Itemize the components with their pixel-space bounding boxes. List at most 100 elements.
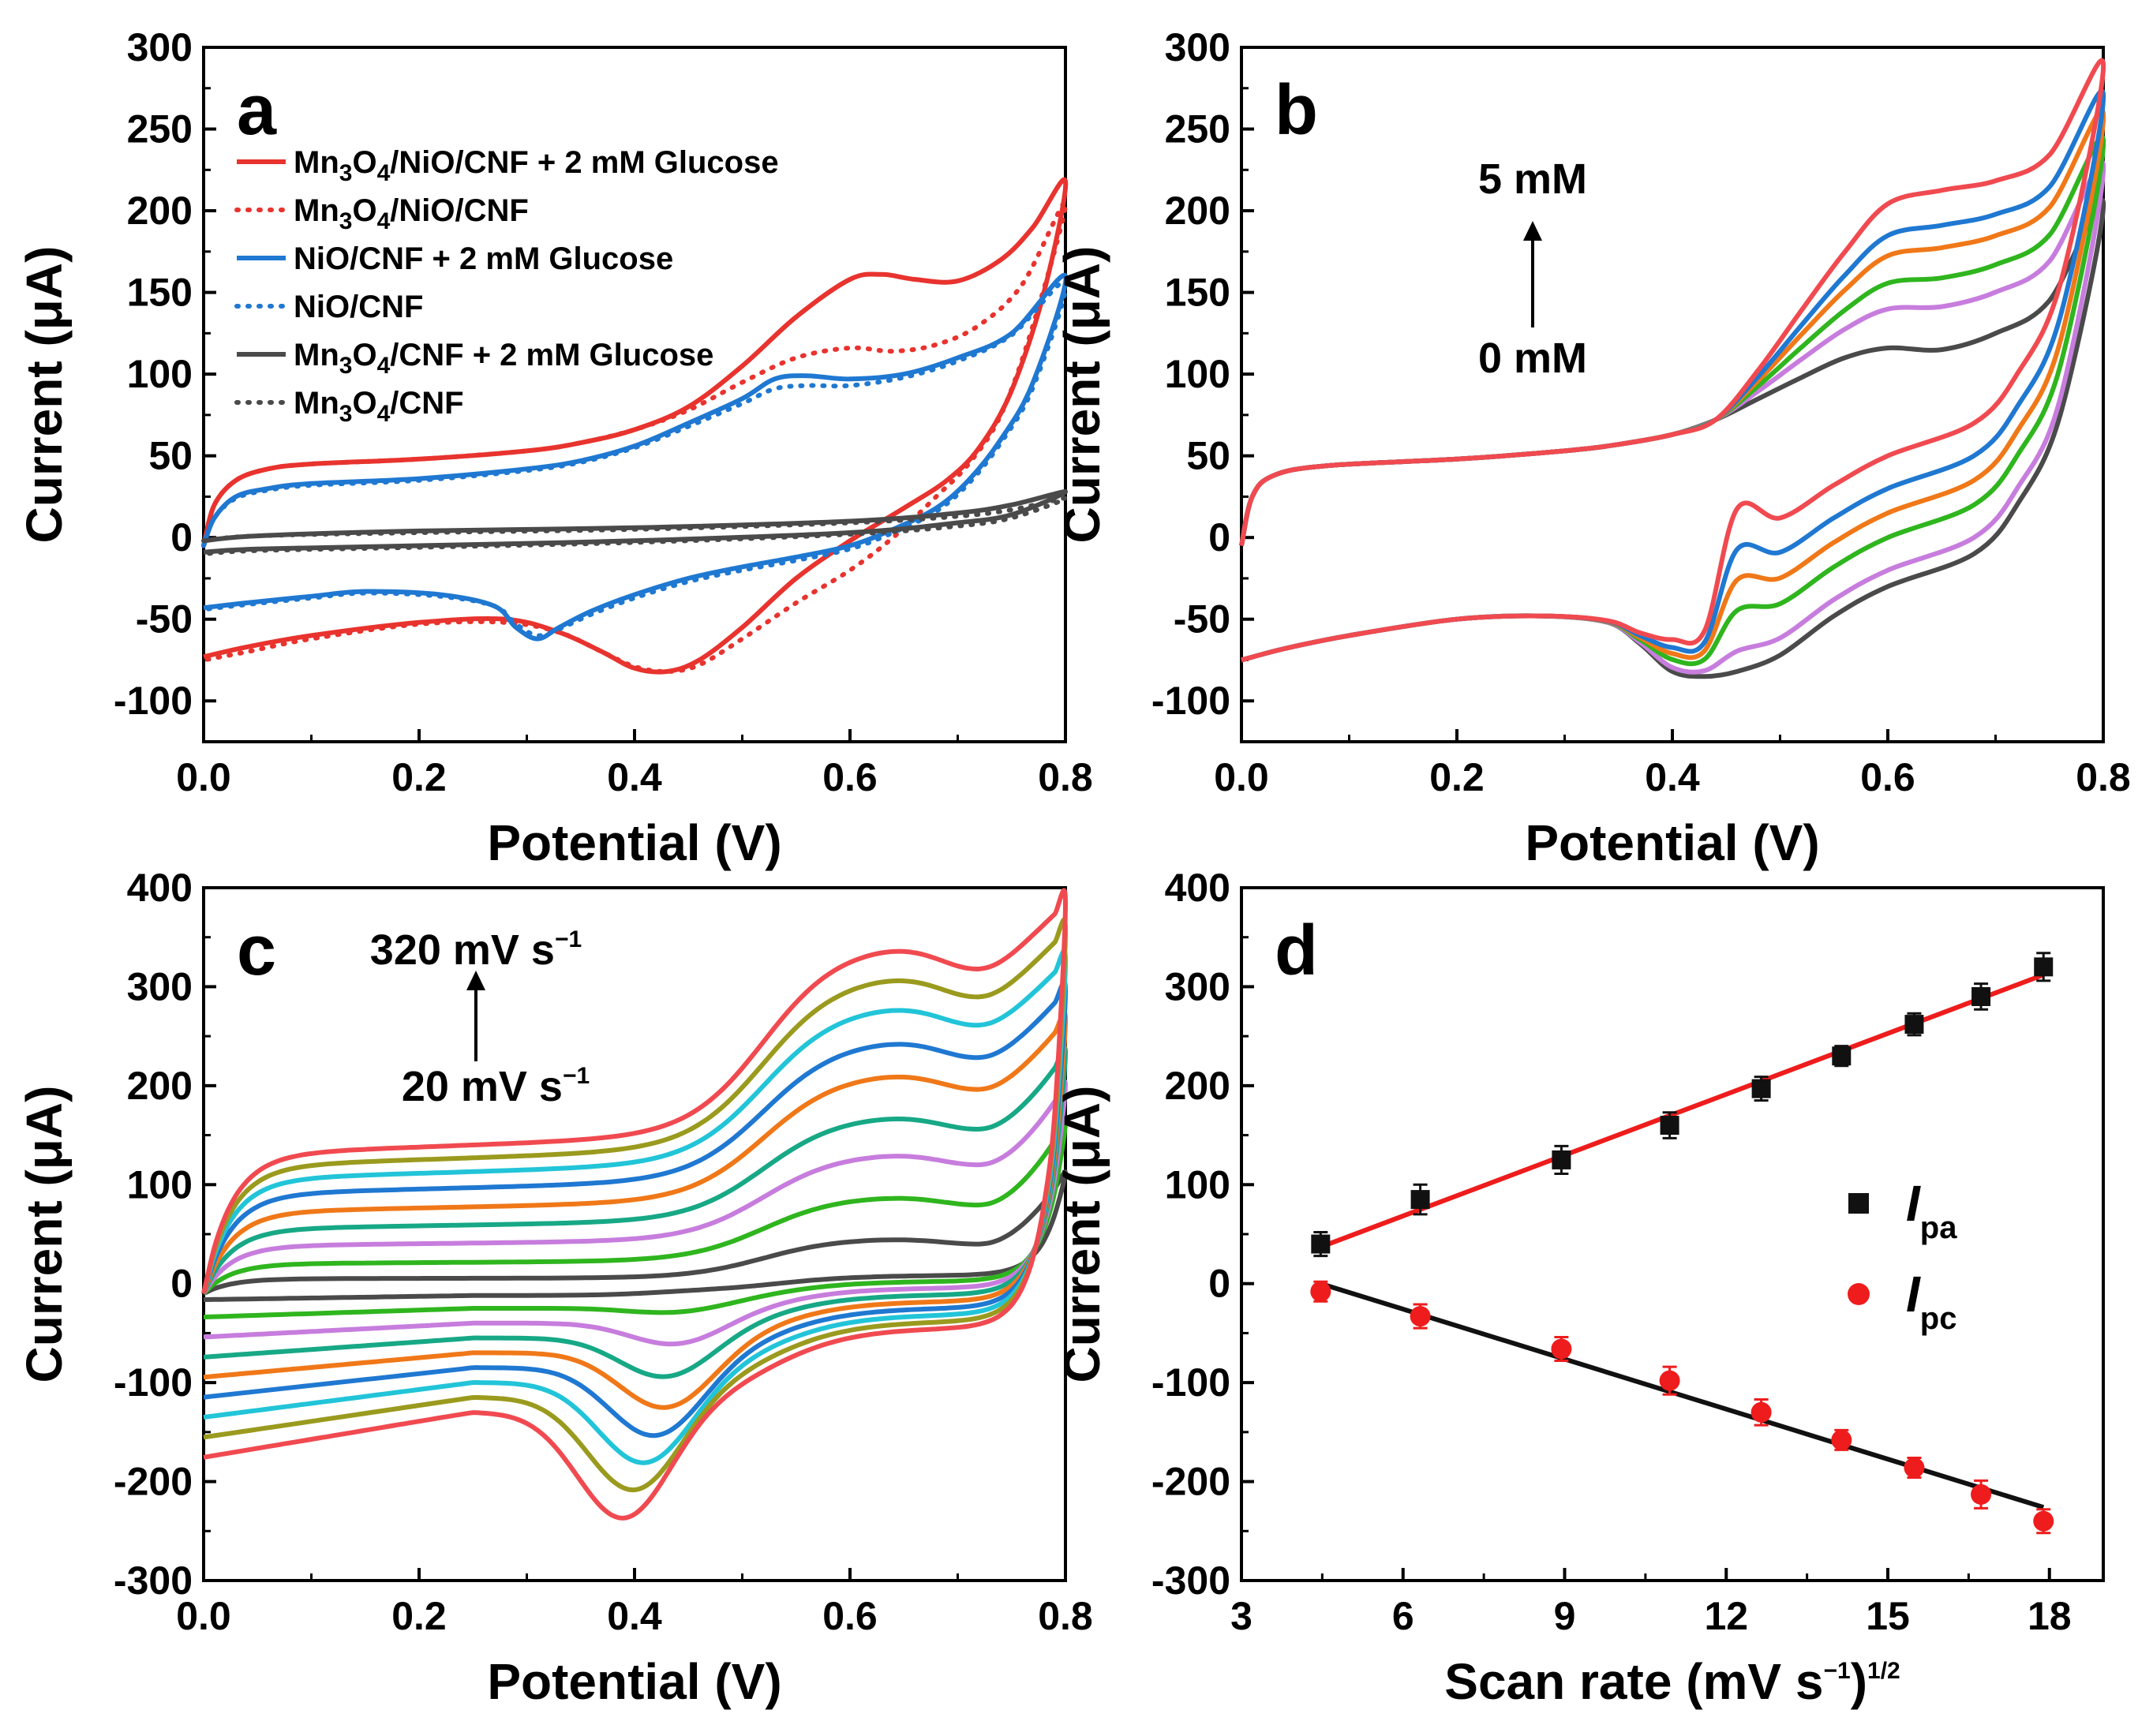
y-tick-label-b: 300 <box>1165 25 1230 69</box>
x-tick-label-d: 15 <box>1866 1594 1910 1638</box>
legend-label-a-1: Mn3O4/NiO/CNF <box>294 193 529 234</box>
y-tick-label-b: 100 <box>1165 352 1230 396</box>
series-line-c-1 <box>201 1118 1068 1319</box>
series-line-b-5 <box>1239 58 2106 663</box>
data-point-d-1 <box>1750 1401 1772 1423</box>
x-tick-label-c: 0.4 <box>607 1594 662 1638</box>
x-tick-label-b: 0.2 <box>1429 755 1485 799</box>
y-tick-label-b: 250 <box>1165 107 1230 152</box>
legend-label-a-4: Mn3O4/CNF + 2 mM Glucose <box>294 338 713 379</box>
data-point-d-1 <box>1410 1306 1431 1327</box>
y-tick-label-c: 0 <box>170 1262 193 1306</box>
y-tick-label-a: -100 <box>114 679 193 723</box>
y-tick-label-c: 100 <box>127 1162 193 1207</box>
y-tick-label-a: 150 <box>127 271 193 315</box>
x-axis-title-b: Potential (V) <box>1525 814 1819 871</box>
annotation-top-b: 5 mM <box>1478 155 1587 203</box>
x-tick-label-d: 3 <box>1230 1594 1252 1638</box>
series-line-a-1 <box>201 200 1069 675</box>
series-line-b-1 <box>1239 159 2106 675</box>
y-tick-label-d: -300 <box>1151 1558 1230 1603</box>
y-tick-label-a: 100 <box>127 352 193 396</box>
plot-frame-c <box>202 886 1067 1582</box>
panel-label-c: c <box>237 911 276 990</box>
data-point-d-0 <box>1410 1190 1430 1210</box>
series-group-b <box>1239 58 2106 679</box>
legend-label-d-0: Ipa <box>1906 1175 1957 1245</box>
data-point-d-1 <box>1971 1483 1992 1505</box>
data-point-d-1 <box>1551 1338 1572 1360</box>
data-point-d-0 <box>1660 1116 1679 1136</box>
y-tick-label-d: 400 <box>1165 866 1230 910</box>
y-tick-label-a: 200 <box>127 189 193 233</box>
legend-label-d-1: Ipc <box>1906 1266 1956 1336</box>
y-tick-label-a: 250 <box>127 107 193 152</box>
y-tick-label-c: -200 <box>114 1460 193 1504</box>
y-tick-label-b: -50 <box>1174 597 1230 642</box>
x-tick-label-d: 9 <box>1554 1594 1576 1638</box>
data-point-d-0 <box>1751 1079 1771 1098</box>
x-axis-title-c: Potential (V) <box>487 1653 781 1710</box>
x-tick-label-b: 0.8 <box>2076 755 2131 799</box>
series-line-c-6 <box>201 948 1068 1465</box>
data-point-d-0 <box>1832 1046 1852 1066</box>
x-tick-label-b: 0.0 <box>1214 755 1269 799</box>
series-line-c-7 <box>201 917 1068 1493</box>
y-tick-label-a: 50 <box>148 434 193 478</box>
data-point-d-0 <box>1311 1234 1331 1254</box>
y-tick-label-b: 0 <box>1208 515 1230 559</box>
data-point-d-1 <box>1904 1457 1925 1479</box>
series-line-b-2 <box>1239 134 2106 667</box>
legend-a: Mn3O4/NiO/CNF + 2 mM Glucose Mn3O4/NiO/CN… <box>234 145 779 427</box>
series-group-a <box>201 177 1069 675</box>
x-tick-label-c: 0.2 <box>391 1594 447 1638</box>
series-line-a-5 <box>201 496 1068 556</box>
data-point-d-1 <box>1310 1281 1331 1302</box>
panel-a: 0.0 0.2 0.4 0.6 0.8 -100 -50 0 50 100 150 200 250 300… <box>16 25 1093 871</box>
y-tick-label-a: 0 <box>170 515 193 559</box>
y-axis-title-c: Current (μA) <box>16 1086 73 1383</box>
annotation-bottom-c: 20 mV s−1 <box>402 1063 590 1110</box>
legend-label-a-0: Mn3O4/NiO/CNF + 2 mM Glucose <box>294 145 779 186</box>
panel-c: 0.0 0.2 0.4 0.6 0.8 -300 -200 -100 0 100 200 300 400… <box>16 866 1093 1710</box>
x-tick-label-c: 0.0 <box>176 1594 231 1638</box>
legend-label-a-3: NiO/CNF <box>294 290 423 324</box>
x-tick-label-c: 0.8 <box>1038 1594 1093 1638</box>
legend-label-a-5: Mn3O4/CNF <box>294 386 464 427</box>
annotation-top-c: 320 mV s−1 <box>370 926 582 974</box>
data-point-d-1 <box>2033 1510 2054 1532</box>
y-axis-title-a: Current (μA) <box>16 246 73 544</box>
y-tick-label-b: 200 <box>1165 189 1230 233</box>
x-tick-label-c: 0.6 <box>822 1594 878 1638</box>
series-line-b-3 <box>1239 108 2106 663</box>
x-axis-title-a: Potential (V) <box>487 814 781 871</box>
panel-b: 0.0 0.2 0.4 0.6 0.8 -100 -50 0 50 100 150 200 250 300… <box>1054 25 2131 871</box>
x-tick-label-b: 0.6 <box>1860 755 1915 799</box>
y-axis-title-d: Current (μA) <box>1054 1086 1110 1383</box>
x-tick-label-d: 12 <box>1704 1594 1748 1638</box>
series-line-c-8 <box>201 888 1068 1521</box>
series-line-a-3 <box>201 279 1069 638</box>
annotation-bottom-b: 0 mM <box>1478 335 1587 382</box>
y-tick-label-c: -300 <box>114 1558 193 1603</box>
y-tick-label-a: -50 <box>136 597 193 642</box>
concentration-annotation-b: 5 mM 0 mM <box>1478 155 1587 382</box>
y-tick-label-b: -100 <box>1151 679 1230 723</box>
y-tick-label-d: -200 <box>1151 1460 1230 1504</box>
y-tick-label-b: 150 <box>1165 271 1230 315</box>
y-tick-label-c: 300 <box>127 964 193 1008</box>
x-tick-label-a: 0.2 <box>391 755 447 799</box>
data-point-d-1 <box>1659 1370 1680 1391</box>
data-point-d-1 <box>1831 1429 1852 1450</box>
y-tick-label-b: 50 <box>1186 434 1230 478</box>
series-line-c-0 <box>202 1169 1068 1302</box>
y-tick-label-d: 100 <box>1165 1162 1230 1207</box>
y-axis-title-b: Current (μA) <box>1054 246 1110 544</box>
y-tick-label-d: 200 <box>1165 1064 1230 1108</box>
x-axis-title-d: Scan rate (mV s−1)1/2 <box>1444 1653 1900 1710</box>
x-tick-label-a: 0.6 <box>822 755 878 799</box>
y-tick-label-d: 300 <box>1165 964 1230 1008</box>
data-point-d-0 <box>1904 1015 1924 1034</box>
series-line-a-2 <box>201 272 1069 642</box>
